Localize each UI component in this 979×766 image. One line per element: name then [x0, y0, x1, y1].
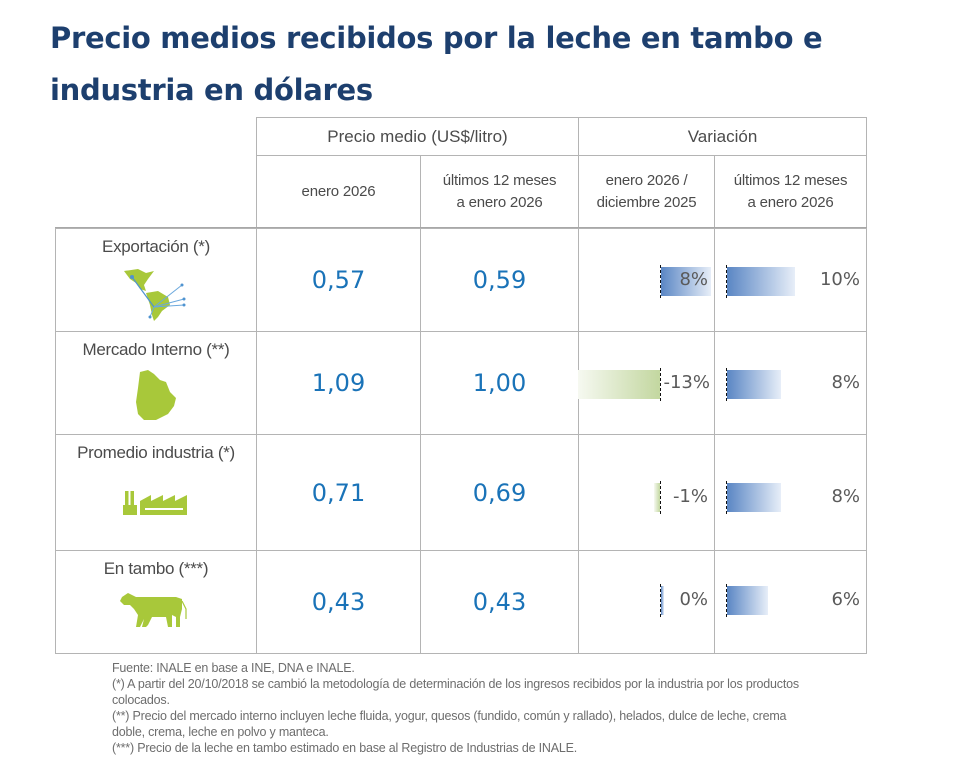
var-12m-bar	[727, 267, 795, 296]
row-label: En tambo (***)	[103, 559, 209, 578]
var-month-cell: 0%	[578, 550, 715, 654]
var-12m-cell: 10%	[714, 228, 867, 332]
price-month-value: 0,57	[256, 228, 421, 332]
subheader-var-12m: últimos 12 meses a enero 2026	[714, 155, 867, 229]
var-12m-cell: 8%	[714, 331, 867, 435]
var-12m-cell: 8%	[714, 434, 867, 551]
uruguay-map-icon	[136, 370, 176, 420]
zero-axis	[726, 584, 727, 617]
var-month-bar	[578, 370, 660, 399]
zero-axis	[660, 265, 661, 298]
footnote-source: Fuente: INALE en base a INE, DNA e INALE…	[112, 661, 355, 675]
zero-axis	[726, 481, 727, 514]
subheader-line: a enero 2026	[456, 194, 543, 211]
var-12m-cell: 6%	[714, 550, 867, 654]
var-month-bar	[661, 586, 664, 615]
row-label: Mercado Interno (**)	[82, 340, 230, 359]
zero-axis	[660, 481, 661, 514]
price-12m-value: 0,43	[420, 550, 579, 654]
subheader-line: últimos 12 meses	[733, 172, 848, 189]
row-label: Promedio industria (*)	[77, 443, 235, 462]
zero-axis	[660, 368, 661, 401]
factory-icon	[123, 491, 187, 515]
subheader-price-month: enero 2026	[256, 155, 421, 229]
var-12m-bar	[727, 483, 782, 512]
subheader-line: enero 2026 /	[605, 172, 688, 189]
subheader-line: últimos 12 meses	[442, 172, 557, 189]
price-month-value: 0,71	[256, 434, 421, 551]
var-12m-label: 6%	[831, 589, 860, 610]
var-12m-bar	[727, 370, 782, 399]
price-12m-value: 0,69	[420, 434, 579, 551]
price-12m-value: 1,00	[420, 331, 579, 435]
subheader-line: enero 2026	[301, 183, 376, 200]
var-month-label: -13%	[663, 372, 710, 393]
row-label: Exportación (*)	[102, 237, 210, 256]
zero-axis	[660, 584, 661, 617]
price-month-value: 0,43	[256, 550, 421, 654]
row-label-cell: Exportación (*)	[55, 228, 257, 332]
var-12m-label: 8%	[831, 372, 860, 393]
row-label-cell: En tambo (***)	[55, 550, 257, 654]
price-month-value: 1,09	[256, 331, 421, 435]
var-month-cell: 8%	[578, 228, 715, 332]
header-group-variation: Variación	[578, 117, 867, 156]
var-month-label: -1%	[672, 486, 708, 507]
subheader-price-12m: últimos 12 meses a enero 2026	[420, 155, 579, 229]
americas-map-export-icon	[124, 269, 186, 321]
row-label-cell: Promedio industria (*)	[55, 434, 257, 551]
subheader-line: diciembre 2025	[596, 194, 697, 211]
footnotes: Fuente: INALE en base a INE, DNA e INALE…	[112, 660, 812, 756]
var-12m-label: 10%	[819, 269, 860, 290]
cow-icon	[120, 593, 187, 627]
var-month-cell: -13%	[578, 331, 715, 435]
header-group-price: Precio medio (US$/litro)	[256, 117, 579, 156]
var-12m-bar	[727, 586, 768, 615]
var-month-bar	[661, 267, 712, 296]
page-title: Precio medios recibidos por la leche en …	[50, 21, 823, 107]
footnote-2: (**) Precio del mercado interno incluyen…	[112, 709, 787, 739]
var-month-bar	[653, 483, 660, 512]
subheader-var-month: enero 2026 / diciembre 2025	[578, 155, 715, 229]
row-label-cell: Mercado Interno (**)	[55, 331, 257, 435]
var-12m-label: 8%	[831, 486, 860, 507]
price-12m-value: 0,59	[420, 228, 579, 332]
var-month-label: 8%	[679, 269, 708, 290]
var-month-cell: -1%	[578, 434, 715, 551]
zero-axis	[726, 265, 727, 298]
footnote-3: (***) Precio de la leche en tambo estima…	[112, 741, 578, 755]
subheader-line: a enero 2026	[747, 194, 834, 211]
zero-axis	[726, 368, 727, 401]
footnote-1: (*) A partir del 20/10/2018 se cambió la…	[112, 677, 799, 707]
var-month-label: 0%	[679, 589, 708, 610]
